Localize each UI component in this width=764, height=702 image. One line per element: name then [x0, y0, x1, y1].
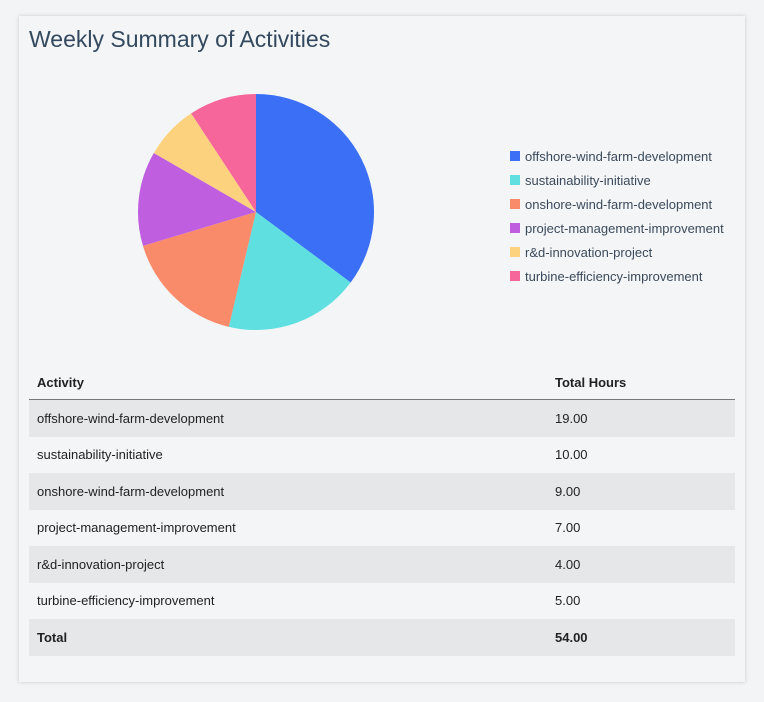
legend-swatch [510, 223, 520, 233]
pie-slice-turbine-efficiency-improvement[interactable] [191, 94, 256, 212]
total-label: Total [29, 619, 547, 656]
legend-label: turbine-efficiency-improvement [525, 268, 703, 284]
legend-swatch [510, 247, 520, 257]
legend-swatch [510, 271, 520, 281]
activity-cell: r&d-innovation-project [29, 546, 547, 583]
legend-label: offshore-wind-farm-development [525, 148, 712, 164]
legend-label: project-management-improvement [525, 220, 724, 236]
pie-slice-offshore-wind-farm-development[interactable] [256, 94, 374, 283]
total-row: Total 54.00 [29, 619, 735, 656]
legend-label: r&d-innovation-project [525, 244, 653, 260]
legend-item[interactable]: project-management-improvement [510, 216, 724, 240]
legend-label: sustainability-initiative [525, 172, 651, 188]
pie-slice-project-management-improvement[interactable] [138, 153, 256, 246]
activity-cell: turbine-efficiency-improvement [37, 593, 215, 609]
table-row: offshore-wind-farm-development 19.00 [29, 399, 735, 437]
header-activity: Activity [29, 365, 547, 400]
table-row: sustainability-initiative 10.00 [29, 437, 735, 474]
legend-item[interactable]: r&d-innovation-project [510, 240, 724, 264]
table-row: r&d-innovation-project 4.00 [29, 546, 735, 583]
legend-swatch [510, 151, 520, 161]
activity-cell: onshore-wind-farm-development [29, 473, 547, 510]
pie-slice-onshore-wind-farm-development[interactable] [142, 212, 256, 327]
total-hours-cell: 54.00 [547, 619, 735, 656]
table-header-row: Activity Total Hours [29, 365, 735, 400]
page-title: Weekly Summary of Activities [29, 26, 331, 52]
table-row: project-management-improvement 7.00 [29, 510, 735, 547]
activity-cell: offshore-wind-farm-development [29, 399, 547, 437]
legend-item[interactable]: turbine-efficiency-improvement [510, 264, 724, 288]
activity-table: Activity Total Hours offshore-wind-farm-… [29, 365, 735, 656]
legend-item[interactable]: offshore-wind-farm-development [510, 144, 724, 168]
hours-cell: 19.00 [547, 399, 735, 437]
pie-slice-sustainability-initiative[interactable] [228, 212, 351, 330]
hours-cell: 7.00 [555, 520, 581, 536]
hours-cell: 5.00 [555, 593, 581, 609]
table-row: turbine-efficiency-improvement 5.00 [29, 583, 735, 620]
pie-slice-r&d-innovation-project[interactable] [153, 113, 256, 212]
summary-card: Weekly Summary of Activities offshore-wi… [19, 16, 745, 682]
hours-cell: 4.00 [547, 546, 735, 583]
legend-item[interactable]: onshore-wind-farm-development [510, 192, 724, 216]
hours-cell: 10.00 [555, 447, 588, 463]
hours-cell: 9.00 [547, 473, 735, 510]
activity-cell: project-management-improvement [37, 520, 236, 536]
legend-swatch [510, 175, 520, 185]
legend: offshore-wind-farm-development sustainabi… [510, 144, 724, 288]
legend-label: onshore-wind-farm-development [525, 196, 713, 212]
table-row: onshore-wind-farm-development 9.00 [29, 473, 735, 510]
activity-cell: sustainability-initiative [37, 447, 163, 463]
pie-chart [138, 94, 374, 330]
legend-item[interactable]: sustainability-initiative [510, 168, 724, 192]
legend-swatch [510, 199, 520, 209]
header-total-hours: Total Hours [547, 365, 735, 400]
